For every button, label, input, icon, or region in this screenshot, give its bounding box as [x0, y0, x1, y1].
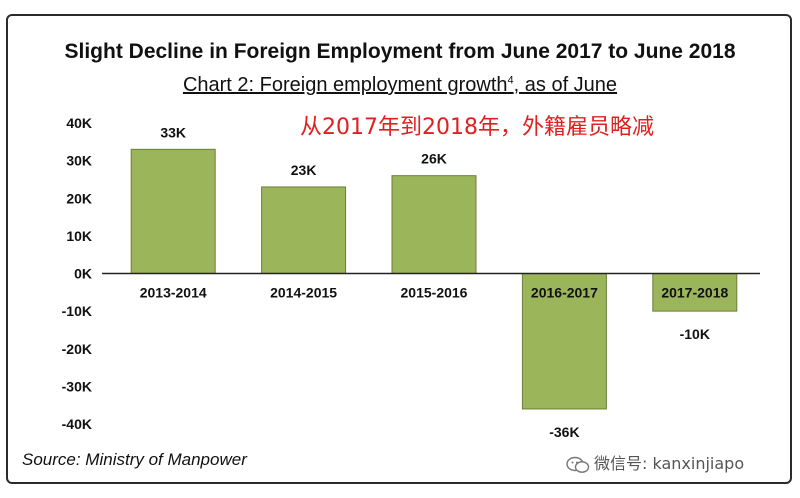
subtitle-suffix: , as of June — [513, 74, 618, 96]
bar — [652, 273, 738, 312]
x-category-label: 2016-2017 — [531, 285, 598, 301]
bar — [521, 273, 607, 410]
x-category-label: 2014-2015 — [270, 285, 337, 301]
subtitle-footnote: 4 — [507, 74, 514, 87]
x-category-label: 2017-2018 — [661, 285, 728, 301]
y-tick-label: -10K — [62, 303, 92, 319]
data-label: -10K — [680, 326, 710, 342]
bar — [261, 186, 347, 274]
data-label: -36K — [549, 424, 579, 440]
wechat-icon — [566, 456, 590, 473]
y-tick-label: 30K — [66, 153, 92, 169]
bar — [391, 175, 477, 274]
chinese-annotation: 从2017年到2018年，外籍雇员略减 — [300, 115, 654, 140]
subtitle-text: Chart 2: Foreign employment growth — [182, 74, 508, 96]
y-tick-label: 0K — [74, 266, 92, 282]
source-note: Source: Ministry of Manpower — [22, 450, 247, 469]
bar — [130, 148, 216, 274]
y-tick-label: -20K — [62, 341, 92, 357]
chart-subtitle: Chart 2: Foreign employment growth4, as … — [0, 74, 800, 97]
data-label: 33K — [160, 124, 186, 140]
y-tick-label: 10K — [66, 228, 92, 244]
data-label: 26K — [421, 151, 447, 167]
x-category-label: 2015-2016 — [401, 285, 468, 301]
x-category-label: 2013-2014 — [140, 285, 207, 301]
y-tick-label: -40K — [62, 416, 92, 432]
wechat-watermark: 微信号: kanxinjiapo — [566, 450, 744, 474]
y-tick-label: 40K — [66, 115, 92, 131]
y-tick-label: -30K — [62, 378, 92, 394]
y-tick-label: 20K — [66, 190, 92, 206]
watermark-text: 微信号: kanxinjiapo — [594, 454, 745, 473]
data-label: 23K — [291, 162, 317, 178]
chart-title: Slight Decline in Foreign Employment fro… — [64, 40, 736, 63]
